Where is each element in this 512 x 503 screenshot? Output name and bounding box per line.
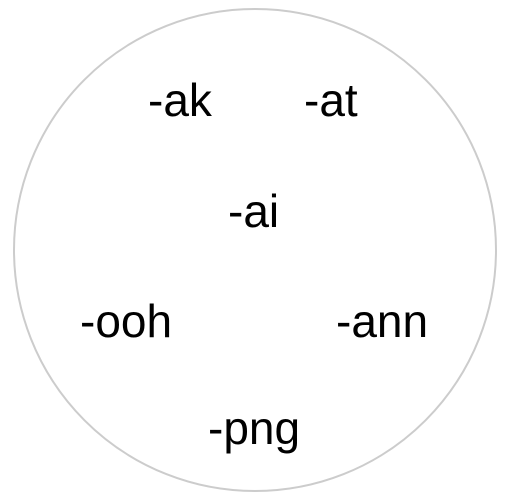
suffix-png: -png <box>208 402 301 454</box>
suffix-ak: -ak <box>148 74 212 126</box>
suffix-ann: -ann <box>336 295 429 347</box>
suffix-ai: -ai <box>228 185 280 237</box>
suffix-at: -at <box>304 74 358 126</box>
suffix-ooh: -ooh <box>80 295 173 347</box>
outline-circle <box>13 8 497 492</box>
